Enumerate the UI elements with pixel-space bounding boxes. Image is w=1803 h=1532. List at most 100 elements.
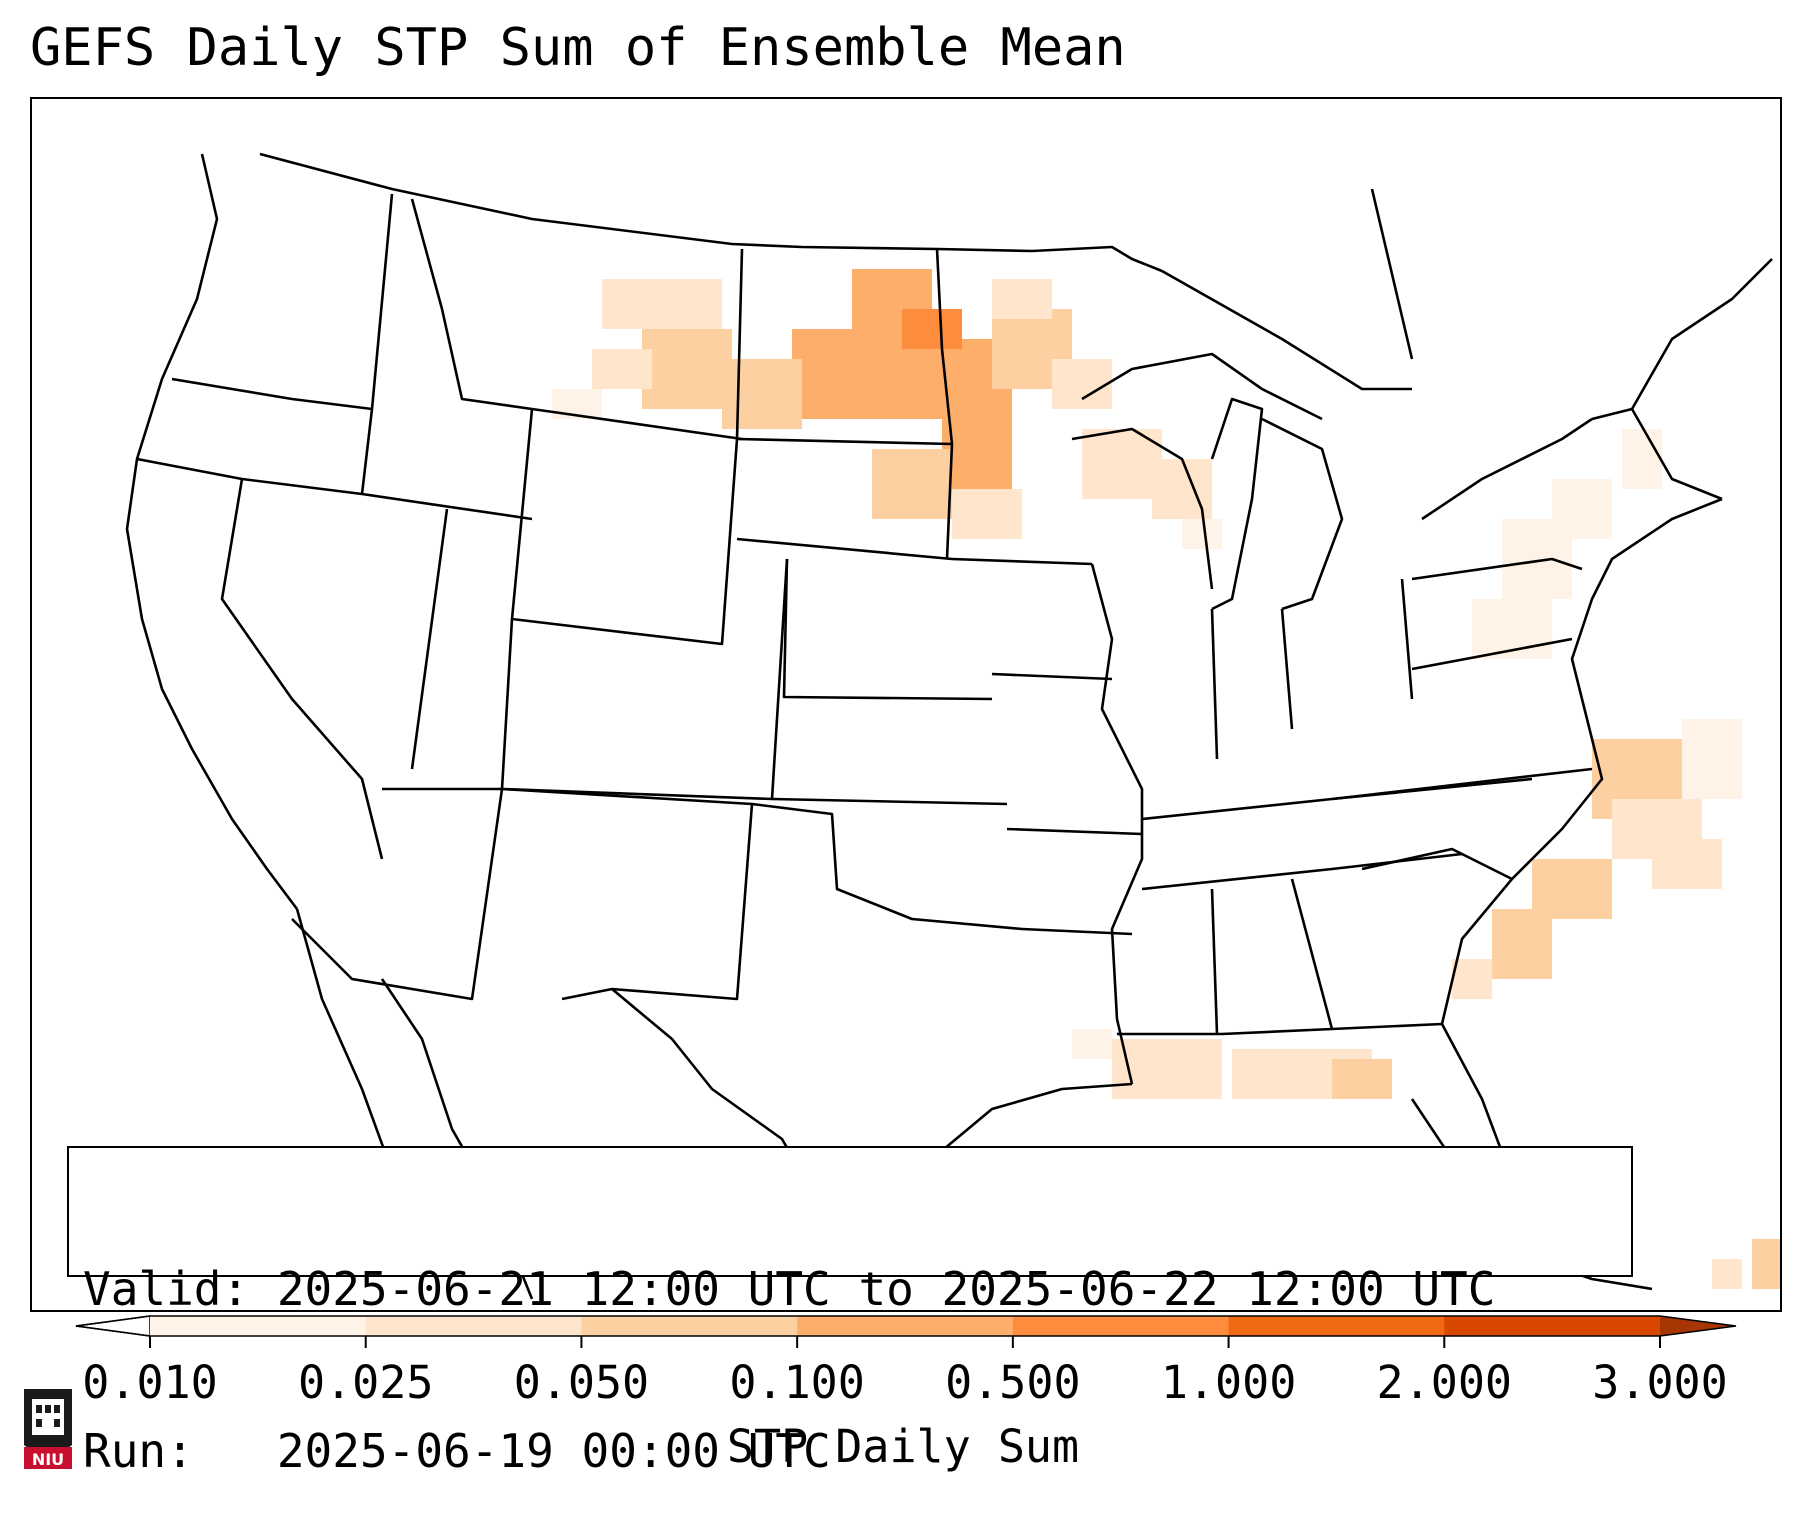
stp-cell xyxy=(1452,959,1492,999)
stp-cell xyxy=(952,489,1022,539)
mt-wy-border xyxy=(531,407,743,441)
maine xyxy=(1630,258,1773,410)
oh-pa xyxy=(1400,578,1414,700)
id-mt-border xyxy=(410,198,533,411)
nd-sd xyxy=(736,437,953,446)
canada-border xyxy=(259,152,1163,273)
lake-superior xyxy=(1081,352,1323,421)
stp-cell xyxy=(722,359,802,429)
colorbar-tick-label: 1.000 xyxy=(1160,1356,1297,1409)
stp-cell xyxy=(592,349,652,389)
colorbar-segment xyxy=(365,1316,582,1336)
sd-ne xyxy=(736,537,953,561)
colorbar-segment xyxy=(797,1316,1014,1336)
mo-ar xyxy=(1006,827,1143,836)
colorbar-tick-label: 0.025 xyxy=(297,1356,434,1409)
colorbar-tick-label: 0.500 xyxy=(945,1356,1081,1409)
sc-nc xyxy=(1361,847,1513,881)
pa-ny xyxy=(1411,557,1583,581)
stp-cell xyxy=(642,329,732,409)
stp-cell xyxy=(992,279,1052,319)
baja xyxy=(295,908,404,1200)
ne-ks xyxy=(782,558,993,701)
state-borders xyxy=(125,152,1773,1300)
stp-cell xyxy=(1552,479,1612,539)
gulf-south xyxy=(1117,1022,1443,1036)
colorbar-tick-label: 3.000 xyxy=(1592,1356,1728,1409)
colorbar-segment xyxy=(1444,1316,1661,1336)
mt-nd-border xyxy=(735,248,744,440)
nd-mn xyxy=(935,248,954,560)
wa-id-border xyxy=(370,193,394,410)
colorbar-label: STP Daily Sum xyxy=(726,1420,1080,1473)
stp-cell xyxy=(1332,1059,1392,1099)
or-id-border xyxy=(360,408,374,495)
lake-michigan xyxy=(1210,397,1264,611)
nm-tx xyxy=(501,787,754,1001)
mississippi-river xyxy=(1090,563,1144,1085)
stp-cell xyxy=(1182,519,1222,549)
stp-cell xyxy=(1752,1239,1780,1289)
colorbar-segment xyxy=(150,1316,367,1336)
az-nm xyxy=(291,787,504,1001)
mi-lower xyxy=(1261,417,1344,611)
stp-cell xyxy=(1072,1029,1112,1059)
stp-cell xyxy=(1112,1039,1222,1099)
stp-cell xyxy=(902,309,962,349)
id-south xyxy=(361,492,533,521)
colorbar-segment xyxy=(1012,1316,1230,1336)
stp-cell xyxy=(1052,359,1112,409)
tn-south xyxy=(1141,852,1463,891)
canada-east xyxy=(1161,269,1412,391)
valid-time: Valid: 2025-06-21 12:00 UTC to 2025-06-2… xyxy=(83,1262,1496,1316)
stp-cell xyxy=(1682,719,1742,799)
map-panel xyxy=(30,97,1782,1312)
ok-tx xyxy=(751,802,1023,931)
ms-al xyxy=(1210,888,1219,1035)
pa-south xyxy=(1411,637,1573,671)
colorbar-min-extend xyxy=(75,1315,151,1337)
stp-cell xyxy=(602,279,722,329)
colorbar-tick-label: 2.000 xyxy=(1376,1356,1513,1409)
atlantic-coast xyxy=(1440,497,1723,1025)
run-time: Run: 2025-06-19 00:00 UTC xyxy=(83,1424,831,1478)
colorbar-tick-label: 0.100 xyxy=(729,1356,865,1409)
colorbar-segment xyxy=(1228,1316,1445,1336)
ar-la xyxy=(1021,927,1133,936)
ca-nv-border xyxy=(220,478,384,860)
ia-mo xyxy=(991,672,1113,681)
stp-cell xyxy=(872,449,952,519)
mn-ia xyxy=(951,557,1093,566)
conus-map xyxy=(125,152,1780,1300)
colorbar xyxy=(75,1315,1737,1348)
nv-ut-border xyxy=(410,508,449,770)
colorbar-tick-label: 0.050 xyxy=(513,1356,650,1409)
wa-or-border xyxy=(171,377,373,411)
ny-canada xyxy=(1421,417,1593,521)
colorbar-segment xyxy=(581,1316,798,1336)
wi-outline xyxy=(1071,427,1214,590)
stp-cell xyxy=(1652,839,1722,889)
ut-co xyxy=(500,558,789,801)
new-england xyxy=(1591,407,1723,501)
colorbar-tick-label: 0.010 xyxy=(82,1356,218,1409)
il-in xyxy=(1210,608,1219,760)
pacific-coast xyxy=(125,153,299,910)
al-ga xyxy=(1290,878,1334,1030)
or-ca-border xyxy=(136,457,363,496)
hudson-bay-edge xyxy=(1370,188,1414,360)
ks-ok xyxy=(771,797,1008,806)
stp-shading xyxy=(552,269,1780,1289)
svg-text:NIU: NIU xyxy=(32,1450,64,1469)
stp-cell xyxy=(1082,429,1162,499)
stp-cell xyxy=(1492,909,1552,979)
in-oh xyxy=(1280,608,1294,730)
wy-box xyxy=(510,408,739,646)
stp-cell xyxy=(1712,1259,1742,1289)
niu-logo-icon: NIU xyxy=(24,1389,72,1469)
colorbar-max-extend xyxy=(1660,1316,1736,1336)
stp-cell xyxy=(1622,429,1662,489)
va-nc xyxy=(1331,767,1593,801)
valid-run-box: Valid: 2025-06-21 12:00 UTC to 2025-06-2… xyxy=(67,1146,1633,1478)
chart-title: GEFS Daily STP Sum of Ensemble Mean xyxy=(30,18,1126,78)
